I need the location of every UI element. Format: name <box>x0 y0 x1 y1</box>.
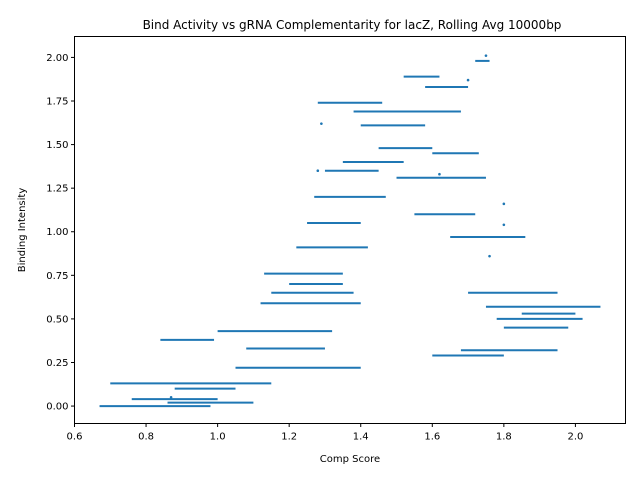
data-point-2 <box>320 122 323 125</box>
y-tick-label-0: 0.00 <box>46 402 68 413</box>
data-point-7 <box>169 396 173 399</box>
x-axis-ticks: 0.6 0.8 1.0 1.2 1.4 1.6 1.8 2.0 <box>67 423 583 443</box>
y-tick-label-1: 0.25 <box>46 358 68 369</box>
x-tick-label-4: 1.4 <box>353 432 369 443</box>
data-point-1 <box>466 78 470 82</box>
data-point-8 <box>316 169 320 173</box>
x-tick-label-2: 1.0 <box>210 432 226 443</box>
y-tick-label-2: 0.50 <box>46 314 68 325</box>
data-point-5 <box>502 223 506 227</box>
x-tick-label-7: 2.0 <box>567 432 583 443</box>
x-tick-label-3: 1.2 <box>281 432 297 443</box>
x-tick-label-6: 1.8 <box>496 432 512 443</box>
y-axis-label: Binding Intensity <box>17 188 28 273</box>
plot-frame <box>74 36 626 424</box>
y-tick-label-7: 1.75 <box>46 97 68 108</box>
x-axis-label: Comp Score <box>320 454 380 465</box>
plot-area <box>99 54 601 408</box>
data-point-6 <box>488 254 491 258</box>
y-tick-label-8: 2.00 <box>46 53 68 64</box>
y-tick-label-3: 0.75 <box>46 271 68 282</box>
y-tick-label-5: 1.25 <box>46 184 68 195</box>
y-axis-ticks: 0.00 0.25 0.50 0.75 1.00 1.25 1.50 1.75 2.00 <box>46 53 75 413</box>
chart-title: Bind Activity vs gRNA Complementarity fo… <box>143 18 562 32</box>
x-tick-label-0: 0.6 <box>67 432 83 443</box>
data-point-4 <box>502 202 506 206</box>
y-tick-label-6: 1.50 <box>46 140 68 151</box>
data-point-0 <box>484 54 488 57</box>
data-point-3 <box>438 172 441 176</box>
y-tick-label-4: 1.00 <box>46 227 68 238</box>
x-tick-label-1: 0.8 <box>138 432 154 443</box>
x-tick-label-5: 1.6 <box>424 432 440 443</box>
